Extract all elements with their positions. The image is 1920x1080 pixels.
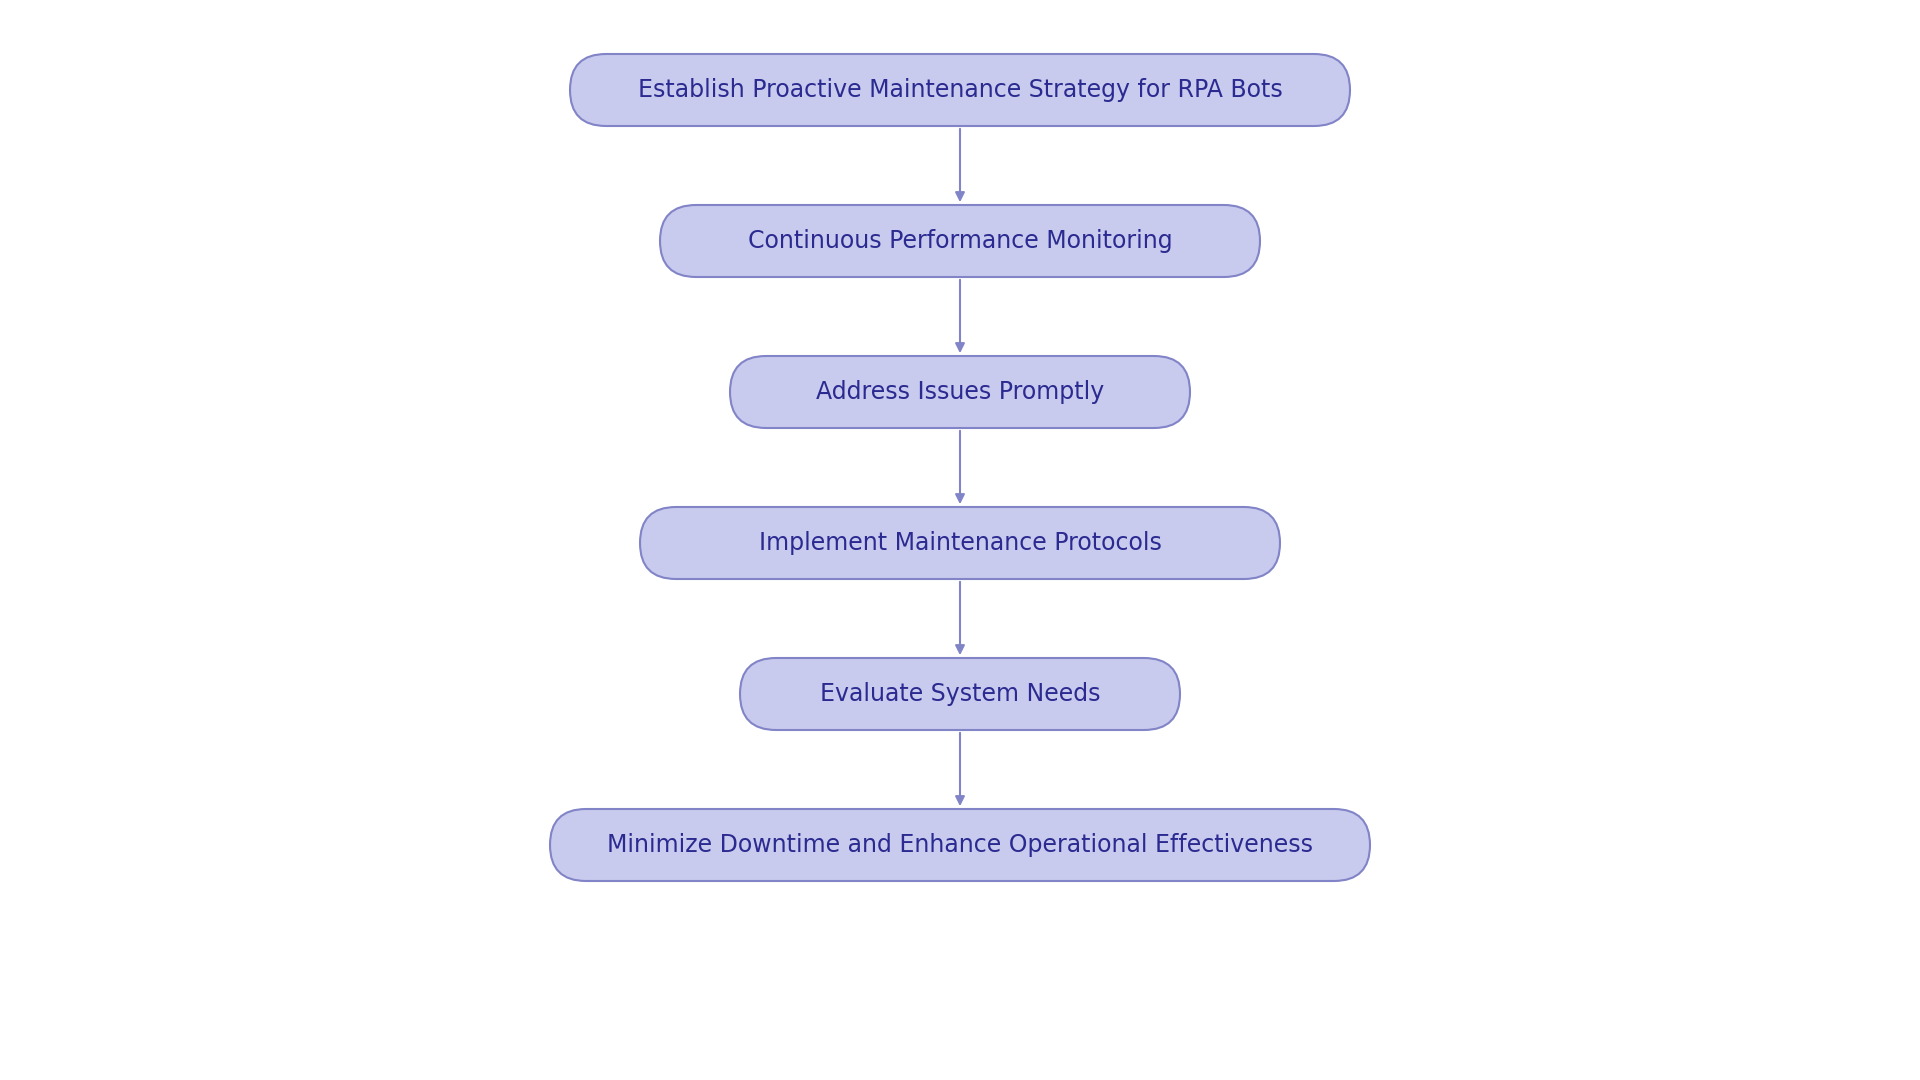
FancyBboxPatch shape: [639, 507, 1281, 579]
FancyBboxPatch shape: [730, 356, 1190, 428]
FancyBboxPatch shape: [660, 205, 1260, 276]
Text: Establish Proactive Maintenance Strategy for RPA Bots: Establish Proactive Maintenance Strategy…: [637, 78, 1283, 102]
FancyBboxPatch shape: [570, 54, 1350, 126]
Text: Evaluate System Needs: Evaluate System Needs: [820, 681, 1100, 706]
FancyBboxPatch shape: [739, 658, 1181, 730]
Text: Continuous Performance Monitoring: Continuous Performance Monitoring: [747, 229, 1173, 253]
Text: Address Issues Promptly: Address Issues Promptly: [816, 380, 1104, 404]
FancyBboxPatch shape: [549, 809, 1371, 881]
Text: Implement Maintenance Protocols: Implement Maintenance Protocols: [758, 531, 1162, 555]
Text: Minimize Downtime and Enhance Operational Effectiveness: Minimize Downtime and Enhance Operationa…: [607, 833, 1313, 858]
